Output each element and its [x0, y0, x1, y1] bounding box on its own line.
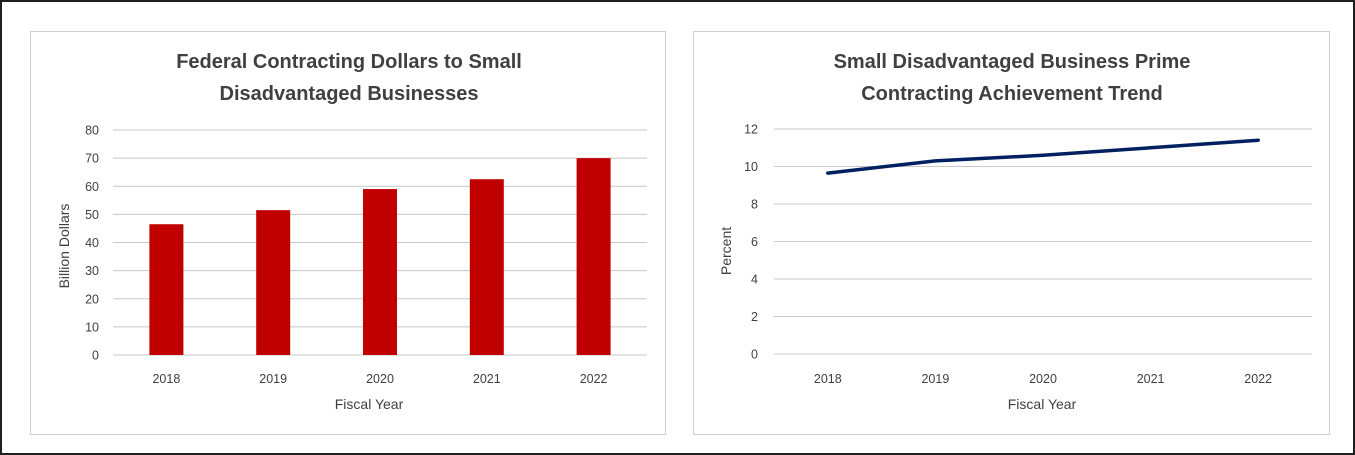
y-tick-label: 30: [85, 264, 99, 278]
bar-2020: [363, 189, 397, 355]
y-tick-label: 20: [85, 292, 99, 306]
y-tick-label: 0: [751, 348, 758, 362]
x-tick-label: 2018: [152, 372, 180, 386]
chart-title-line-2: Disadvantaged Businesses: [220, 83, 479, 105]
x-tick-label: 2022: [580, 372, 608, 386]
x-tick-label: 2021: [473, 372, 501, 386]
y-tick-label: 2: [751, 310, 758, 324]
x-tick-label: 2021: [1137, 372, 1165, 386]
bar-2019: [256, 210, 291, 355]
bar-chart: Federal Contracting Dollars to Small Dis…: [56, 51, 647, 412]
chart-title-line-1: Small Disadvantaged Business Prime: [834, 51, 1191, 73]
series-line: [826, 138, 1260, 175]
chart-title-line-2: Contracting Achievement Trend: [861, 83, 1163, 105]
line-chart: Small Disadvantaged Business Prime Contr…: [718, 51, 1312, 412]
y-tick-label: 8: [751, 198, 758, 212]
y-axis-label: Percent: [718, 227, 734, 275]
chart-title-line-1: Federal Contracting Dollars to Small: [176, 51, 522, 73]
bar-2018: [149, 224, 184, 355]
x-tick-label: 2018: [814, 372, 842, 386]
x-tick-label: 2019: [921, 372, 949, 386]
y-tick-label: 40: [85, 236, 99, 250]
x-tick-label: 2020: [1029, 372, 1057, 386]
y-tick-label: 0: [92, 349, 99, 363]
y-tick-label: 12: [744, 123, 758, 137]
x-axis-label: Fiscal Year: [1008, 396, 1077, 412]
x-axis-label: Fiscal Year: [335, 396, 404, 412]
y-tick-label: 10: [744, 160, 758, 174]
x-tick-label: 2020: [366, 372, 394, 386]
y-tick-label: 10: [85, 320, 99, 334]
y-tick-label: 6: [751, 235, 758, 249]
chart-panel-line: Small Disadvantaged Business Prime Contr…: [693, 31, 1330, 435]
y-tick-label: 70: [85, 152, 99, 166]
chart-panel-bar: Federal Contracting Dollars to Small Dis…: [30, 31, 666, 435]
bar-2021: [469, 179, 504, 355]
y-tick-label: 4: [751, 273, 758, 287]
y-tick-label: 80: [85, 124, 99, 138]
bar-2022: [576, 158, 611, 355]
y-axis-label: Billion Dollars: [56, 204, 72, 289]
y-tick-label: 50: [85, 208, 99, 222]
x-tick-label: 2022: [1244, 372, 1272, 386]
y-tick-label: 60: [85, 180, 99, 194]
x-tick-label: 2019: [259, 372, 287, 386]
